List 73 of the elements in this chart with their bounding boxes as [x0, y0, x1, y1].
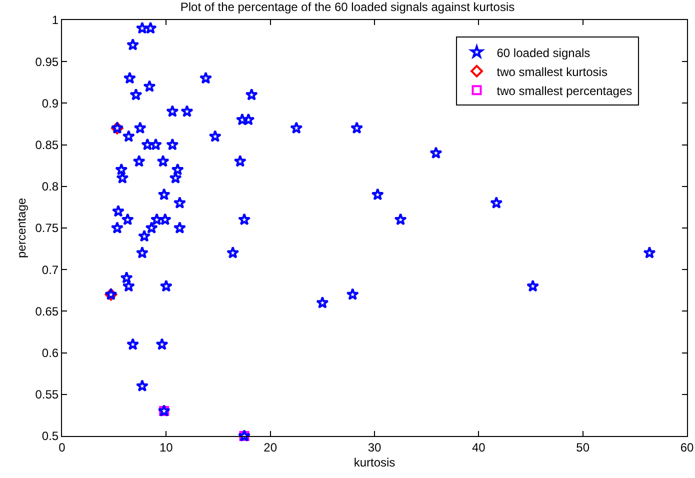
- point: [199, 72, 212, 84]
- point: [123, 72, 136, 84]
- point: [290, 122, 303, 134]
- point: [166, 138, 179, 150]
- y-axis-title: percentage: [14, 198, 29, 258]
- y-tick-label: 1: [52, 13, 59, 28]
- point: [166, 104, 179, 118]
- point: [173, 196, 186, 209]
- point: [122, 130, 135, 142]
- point: [490, 196, 503, 209]
- point: [156, 338, 168, 350]
- point: [126, 38, 140, 50]
- y-tick-label: 0.6: [42, 346, 59, 360]
- point: [346, 288, 359, 300]
- x-tick-label: 40: [472, 440, 486, 454]
- y-tick-label: 0.9: [42, 96, 59, 110]
- legend-label: two smallest percentages: [496, 84, 632, 98]
- point: [130, 88, 142, 100]
- x-tick-label: 30: [368, 440, 382, 454]
- y-tick-label: 0.8: [42, 180, 59, 194]
- point: [134, 122, 146, 134]
- point: [149, 138, 162, 150]
- point: [145, 221, 158, 234]
- point: [158, 188, 170, 200]
- point: [136, 379, 149, 392]
- point: [156, 154, 170, 167]
- point: [141, 138, 154, 150]
- point: [112, 204, 125, 217]
- point: [238, 213, 251, 226]
- point: [242, 113, 255, 126]
- point: [234, 154, 246, 167]
- point: [173, 221, 186, 234]
- point: [115, 163, 128, 176]
- point: [120, 271, 133, 284]
- point: [110, 221, 124, 234]
- point: [136, 22, 149, 34]
- legend-label: two smallest kurtosis: [496, 64, 608, 79]
- point: [316, 296, 329, 308]
- point: [394, 213, 407, 226]
- y-tick-label: 0.65: [35, 304, 59, 318]
- point: [245, 88, 258, 100]
- point: [143, 80, 156, 92]
- point: [136, 246, 149, 258]
- point: [526, 280, 540, 292]
- point: [160, 280, 172, 292]
- point: [643, 246, 656, 258]
- x-tick-label: 0: [58, 440, 66, 454]
- point: [371, 188, 384, 200]
- point: [430, 146, 442, 159]
- y-tick-label: 0.7: [42, 262, 59, 277]
- point: [126, 338, 140, 350]
- point: [350, 122, 364, 134]
- point: [171, 163, 184, 176]
- point: [236, 113, 249, 126]
- x-axis-title: kurtosis: [354, 455, 396, 470]
- point: [132, 154, 146, 167]
- point: [180, 104, 194, 118]
- point: [226, 246, 240, 258]
- y-tick-label: 0.55: [35, 388, 59, 402]
- point: [208, 130, 222, 142]
- x-tick-label: 10: [159, 440, 174, 454]
- y-tick-label: 0.95: [35, 54, 59, 69]
- point: [121, 213, 134, 226]
- y-tick-label: 0.5: [42, 429, 59, 444]
- chart-title: Plot of the percentage of the 60 loaded signals against kurtosis: [180, 0, 515, 14]
- x-tick-label: 60: [680, 440, 694, 454]
- x-tick-label: 20: [264, 440, 278, 454]
- point: [138, 230, 151, 242]
- x-tick-label: 50: [576, 440, 590, 454]
- y-tick-label: 0.75: [35, 221, 59, 236]
- y-tick-label: 0.85: [35, 138, 59, 152]
- point: [144, 22, 157, 34]
- legend-label: 60 loaded signals: [496, 46, 590, 60]
